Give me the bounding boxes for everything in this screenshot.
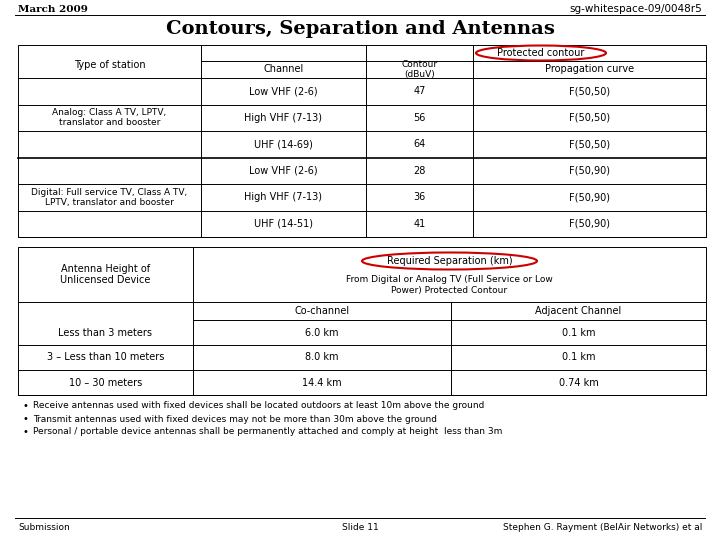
Text: 0.74 km: 0.74 km bbox=[559, 377, 598, 388]
Text: Analog: Class A TV, LPTV,
translator and booster: Analog: Class A TV, LPTV, translator and… bbox=[53, 108, 166, 127]
Text: F(50,50): F(50,50) bbox=[569, 86, 610, 96]
Text: •: • bbox=[22, 414, 28, 424]
Text: Channel: Channel bbox=[264, 64, 304, 75]
Text: F(50,90): F(50,90) bbox=[569, 166, 610, 176]
Text: Contour
(dBuV): Contour (dBuV) bbox=[402, 60, 438, 79]
Text: Contours, Separation and Antennas: Contours, Separation and Antennas bbox=[166, 20, 554, 38]
Text: 8.0 km: 8.0 km bbox=[305, 353, 338, 362]
Text: Personal / portable device antennas shall be permanently attached and comply at : Personal / portable device antennas shal… bbox=[33, 428, 503, 436]
Text: 0.1 km: 0.1 km bbox=[562, 353, 595, 362]
Text: 47: 47 bbox=[413, 86, 426, 96]
Text: 56: 56 bbox=[413, 113, 426, 123]
Text: Type of station: Type of station bbox=[73, 59, 145, 70]
Text: Submission: Submission bbox=[18, 523, 70, 531]
Text: F(50,90): F(50,90) bbox=[569, 192, 610, 202]
Text: 14.4 km: 14.4 km bbox=[302, 377, 342, 388]
Text: 41: 41 bbox=[413, 219, 426, 229]
Text: Antenna Height of
Unlicensed Device: Antenna Height of Unlicensed Device bbox=[60, 264, 150, 285]
Text: •: • bbox=[22, 401, 28, 411]
Text: Low VHF (2-6): Low VHF (2-6) bbox=[249, 86, 318, 96]
Text: 3 – Less than 10 meters: 3 – Less than 10 meters bbox=[47, 353, 164, 362]
Text: 10 – 30 meters: 10 – 30 meters bbox=[69, 377, 142, 388]
Text: •: • bbox=[22, 427, 28, 437]
Text: Co-channel: Co-channel bbox=[294, 306, 350, 316]
Text: Transmit antennas used with fixed devices may not be more than 30m above the gro: Transmit antennas used with fixed device… bbox=[33, 415, 437, 423]
Text: Required Separation (km): Required Separation (km) bbox=[387, 256, 513, 266]
Text: 0.1 km: 0.1 km bbox=[562, 327, 595, 338]
Text: 6.0 km: 6.0 km bbox=[305, 327, 338, 338]
Text: Receive antennas used with fixed devices shall be located outdoors at least 10m : Receive antennas used with fixed devices… bbox=[33, 402, 485, 410]
Text: F(50,50): F(50,50) bbox=[569, 139, 610, 149]
Text: From Digital or Analog TV (Full Service or Low
Power) Protected Contour: From Digital or Analog TV (Full Service … bbox=[346, 275, 553, 295]
Text: Propagation curve: Propagation curve bbox=[545, 64, 634, 75]
Text: F(50,50): F(50,50) bbox=[569, 113, 610, 123]
Text: F(50,90): F(50,90) bbox=[569, 219, 610, 229]
Text: Low VHF (2-6): Low VHF (2-6) bbox=[249, 166, 318, 176]
Text: 36: 36 bbox=[413, 192, 426, 202]
Text: Adjacent Channel: Adjacent Channel bbox=[536, 306, 621, 316]
Text: Digital: Full service TV, Class A TV,
LPTV, translator and booster: Digital: Full service TV, Class A TV, LP… bbox=[32, 187, 188, 207]
Text: UHF (14-51): UHF (14-51) bbox=[254, 219, 313, 229]
Text: sg-whitespace-09/0048r5: sg-whitespace-09/0048r5 bbox=[570, 4, 702, 14]
Text: Protected contour: Protected contour bbox=[498, 48, 585, 58]
Text: Less than 3 meters: Less than 3 meters bbox=[58, 327, 153, 338]
Text: High VHF (7-13): High VHF (7-13) bbox=[245, 192, 323, 202]
Text: March 2009: March 2009 bbox=[18, 4, 88, 14]
Text: Slide 11: Slide 11 bbox=[341, 523, 379, 531]
Text: 28: 28 bbox=[413, 166, 426, 176]
Text: High VHF (7-13): High VHF (7-13) bbox=[245, 113, 323, 123]
Bar bbox=[18, 247, 706, 395]
Text: 64: 64 bbox=[413, 139, 426, 149]
Bar bbox=[18, 45, 706, 237]
Text: UHF (14-69): UHF (14-69) bbox=[254, 139, 313, 149]
Text: Stephen G. Rayment (BelAir Networks) et al: Stephen G. Rayment (BelAir Networks) et … bbox=[503, 523, 702, 531]
